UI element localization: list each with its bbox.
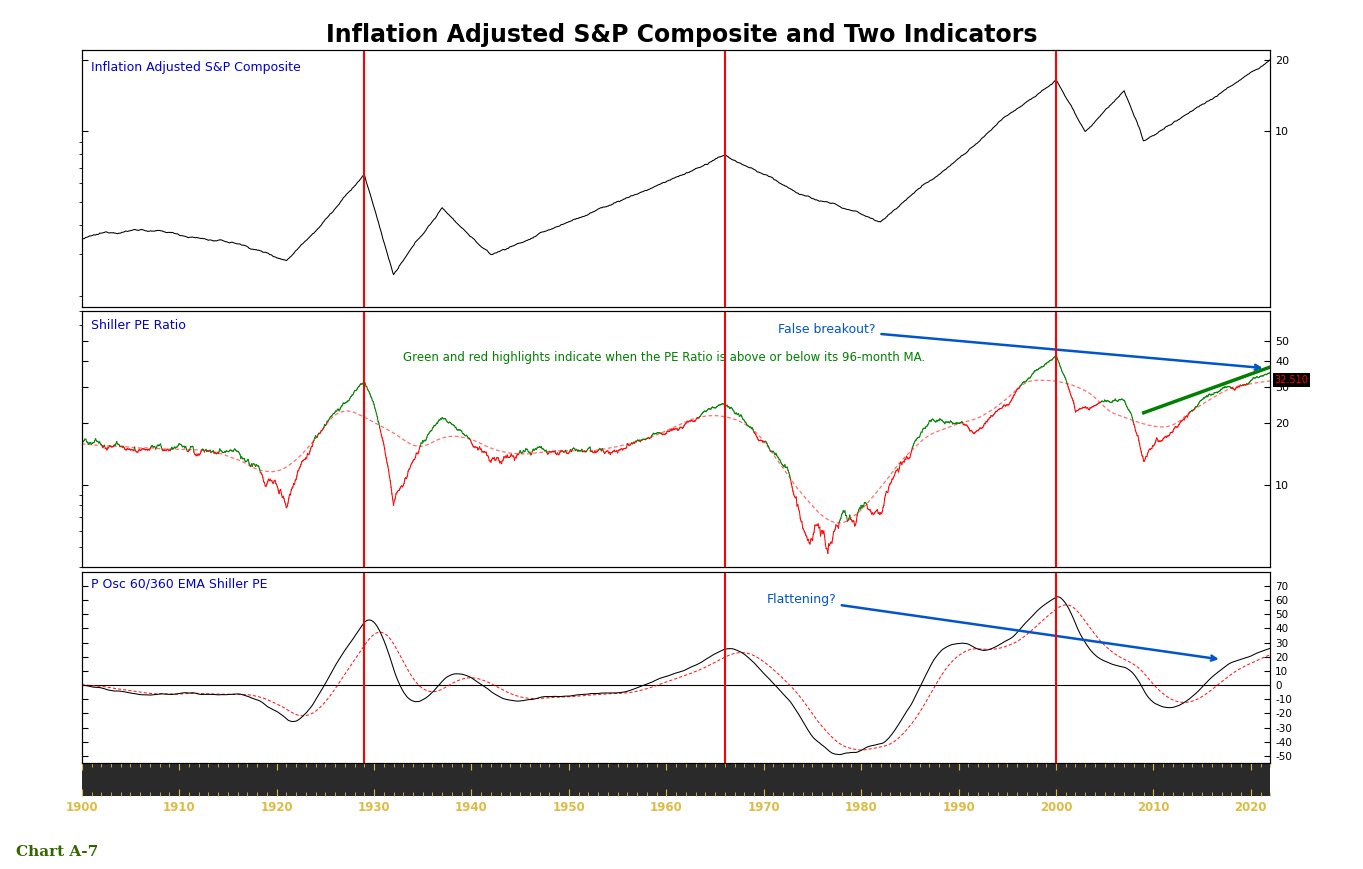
Text: False breakout?: False breakout? xyxy=(778,322,1259,370)
Text: Chart A-7: Chart A-7 xyxy=(16,845,98,859)
Text: 32.510: 32.510 xyxy=(1274,375,1308,385)
Text: Green and red highlights indicate when the PE Ratio is above or below its 96-mon: Green and red highlights indicate when t… xyxy=(402,351,925,364)
Text: Shiller PE Ratio: Shiller PE Ratio xyxy=(91,319,187,332)
Text: Inflation Adjusted S&P Composite: Inflation Adjusted S&P Composite xyxy=(91,61,301,74)
Text: Inflation Adjusted S&P Composite and Two Indicators: Inflation Adjusted S&P Composite and Two… xyxy=(326,23,1037,47)
Text: Flattening?: Flattening? xyxy=(766,593,1216,660)
Text: P Osc 60/360 EMA Shiller PE: P Osc 60/360 EMA Shiller PE xyxy=(91,578,267,591)
